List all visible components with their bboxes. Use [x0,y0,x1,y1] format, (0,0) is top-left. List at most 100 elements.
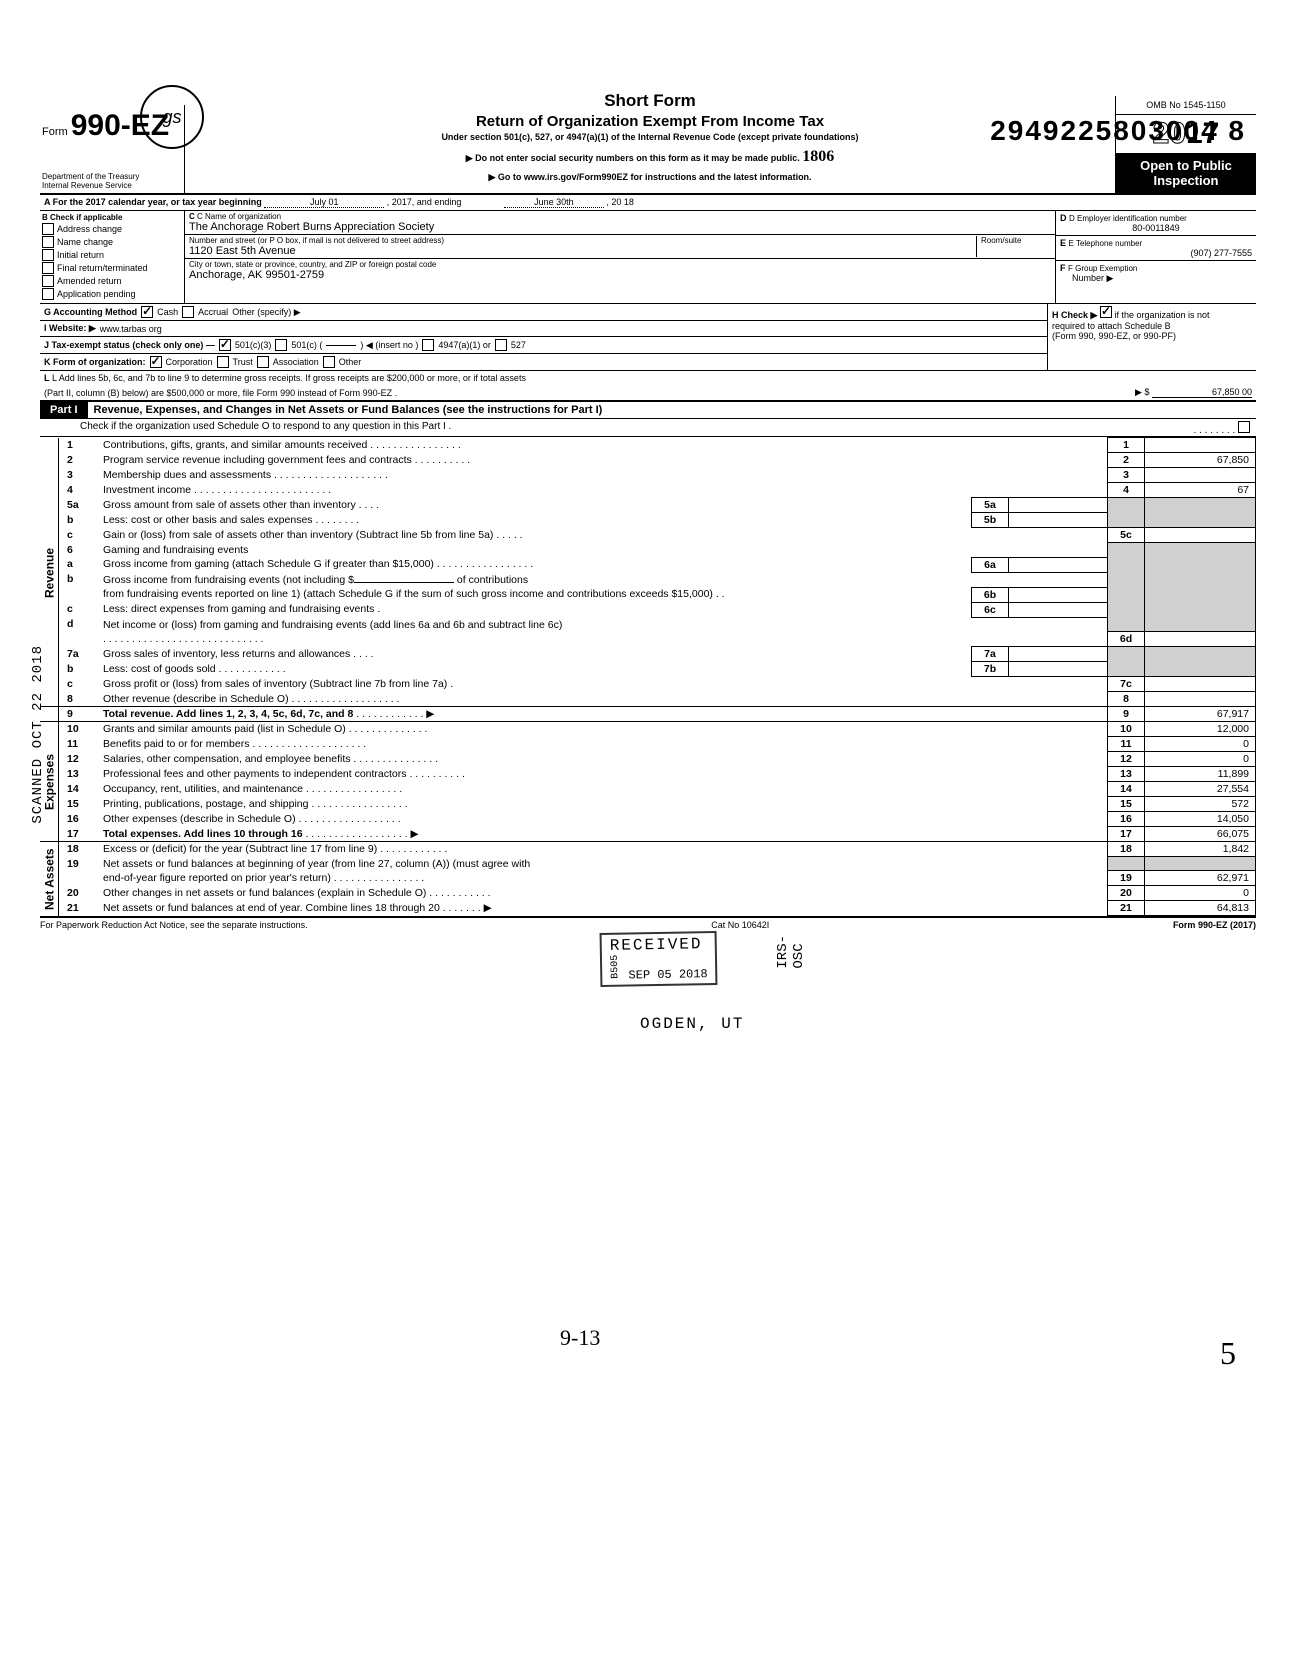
line-9: 9 Total revenue. Add lines 1, 2, 3, 4, 5… [40,707,1256,722]
row-j: J Tax-exempt status (check only one) — 5… [40,337,1047,354]
midamount [1009,647,1108,662]
opt-4947: 4947(a)(1) or [438,340,491,350]
linenum: 1 [59,438,100,453]
checkbox-icon[interactable] [42,275,54,287]
received-stamp: RECEIVED B505 SEP 05 2018 [600,931,718,987]
city-label: City or town, state or province, country… [189,260,1051,269]
boxnum: 9 [1108,707,1145,722]
checkbox-h[interactable] [1100,306,1112,318]
line-5b: b Less: cost or other basis and sales ex… [40,513,1256,528]
checkbox-accrual[interactable] [182,306,194,318]
midbox: 6a [972,557,1009,572]
midamount [1009,662,1108,677]
checkbox-icon[interactable] [42,223,54,235]
boxnum: 1 [1108,438,1145,453]
linenum: 3 [59,468,100,483]
line-19-2: end-of-year figure reported on prior yea… [40,871,1256,886]
ogden-stamp: OGDEN, UT [640,1015,744,1033]
opt-501c: 501(c) ( [291,340,322,350]
received-text: RECEIVED [610,935,708,955]
row-l2: (Part II, column (B) below) are $500,000… [40,385,1256,400]
checkbox-4947[interactable] [422,339,434,351]
boxnum: 20 [1108,886,1145,901]
chk-label: Name change [57,237,113,247]
amount [1145,632,1256,647]
chk-label: Final return/terminated [57,263,148,273]
desc: Net income or (loss) from gaming and fun… [103,619,562,631]
linenum: b [59,572,100,587]
title-sub: Under section 501(c), 527, or 4947(a)(1)… [191,132,1109,142]
checkbox-cash[interactable] [141,306,153,318]
amount: 66,075 [1145,827,1256,842]
checkbox-assoc[interactable] [257,356,269,368]
row-g: G Accounting Method Cash Accrual Other (… [40,304,1047,321]
title-short-form: Short Form [191,91,1109,111]
amount: 572 [1145,797,1256,812]
boxnum: 5c [1108,528,1145,543]
linenum: 20 [59,886,100,901]
line-19-1: 19 Net assets or fund balances at beginn… [40,857,1256,871]
cell-org-name: C C Name of organization The Anchorage R… [185,211,1055,235]
line-13: 13 Professional fees and other payments … [40,767,1256,782]
boxnum: 8 [1108,692,1145,707]
checkbox-icon[interactable] [42,288,54,300]
row-k-label: K Form of organization: [44,357,146,367]
linenum: 17 [59,827,100,842]
line-6b-1: b Gross income from fundraising events (… [40,572,1256,587]
group-label: F Group Exemption [1068,264,1137,273]
cash-label: Cash [157,307,178,317]
row-h-text3: (Form 990, 990-EZ, or 990-PF) [1052,331,1176,341]
logo-text: gs [162,107,181,128]
omb-number: OMB No 1545-1150 [1116,96,1256,115]
row-l-arrow: ▶ $ [1135,387,1149,397]
checkbox-501c[interactable] [275,339,287,351]
line-4: 4 Investment income . . . . . . . . . . … [40,483,1256,498]
linenum: 15 [59,797,100,812]
line-21: 21 Net assets or fund balances at end of… [40,901,1256,916]
amount: 62,971 [1145,871,1256,886]
linenum: 2 [59,453,100,468]
checkbox-schedule-o[interactable] [1238,421,1250,433]
side-revenue: Revenue [40,438,59,707]
midamount [1009,587,1108,602]
part1-title: Revenue, Expenses, and Changes in Net As… [88,402,609,418]
ein-value: 80-0011849 [1060,223,1252,233]
linenum: 12 [59,752,100,767]
desc: Gross income from gaming (attach Schedul… [103,558,440,570]
line-6a: a Gross income from gaming (attach Sched… [40,557,1256,572]
footer-row: For Paperwork Reduction Act Notice, see … [40,916,1256,930]
linenum: 14 [59,782,100,797]
checkbox-527[interactable] [495,339,507,351]
arrow-line-1: ▶ Do not enter social security numbers o… [191,148,1109,166]
checkbox-icon[interactable] [42,249,54,261]
boxnum: 4 [1108,483,1145,498]
street-value: 1120 East 5th Avenue [189,245,976,257]
chk-label: Amended return [57,276,122,286]
website-value: www.tarbas org [100,324,162,334]
checkbox-501c3[interactable] [219,339,231,351]
opt-trust: Trust [233,357,253,367]
line-12: 12 Salaries, other compensation, and emp… [40,752,1256,767]
checkbox-corp[interactable] [150,356,162,368]
checkbox-icon[interactable] [42,236,54,248]
desc: Gross income from fundraising events (no… [103,574,354,586]
desc: Program service revenue including govern… [103,454,412,466]
line-2: 2 Program service revenue including gove… [40,453,1256,468]
line-3: 3 Membership dues and assessments . . . … [40,468,1256,483]
midbox: 6c [972,602,1009,617]
dept-line2: Internal Revenue Service [42,182,182,191]
row-h-text1: if the organization is not [1114,310,1209,320]
dept-block: Department of the Treasury Internal Reve… [42,173,182,191]
row-i: I Website: ▶ www.tarbas org [40,321,1047,337]
row-g-label: G Accounting Method [44,307,137,317]
checkbox-trust[interactable] [217,356,229,368]
amount-shaded [1145,857,1256,871]
checkbox-icon[interactable] [42,262,54,274]
row-l-amount: 67,850 00 [1152,387,1252,398]
desc: Less: cost or other basis and sales expe… [103,514,318,526]
side-expenses: Expenses [40,722,59,842]
ein-label: D Employer identification number [1069,214,1187,223]
desc: Gross amount from sale of assets other t… [103,499,356,511]
amount: 1,842 [1145,842,1256,857]
checkbox-other-org[interactable] [323,356,335,368]
